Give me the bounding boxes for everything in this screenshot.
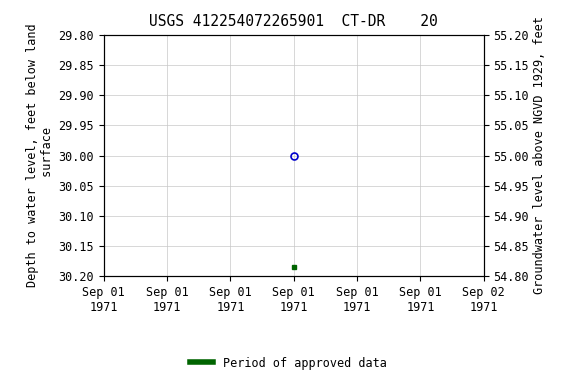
Title: USGS 412254072265901  CT-DR    20: USGS 412254072265901 CT-DR 20 <box>149 14 438 29</box>
Legend: Period of approved data: Period of approved data <box>185 352 391 374</box>
Y-axis label: Depth to water level, feet below land
 surface: Depth to water level, feet below land su… <box>26 24 54 287</box>
Y-axis label: Groundwater level above NGVD 1929, feet: Groundwater level above NGVD 1929, feet <box>533 17 547 295</box>
